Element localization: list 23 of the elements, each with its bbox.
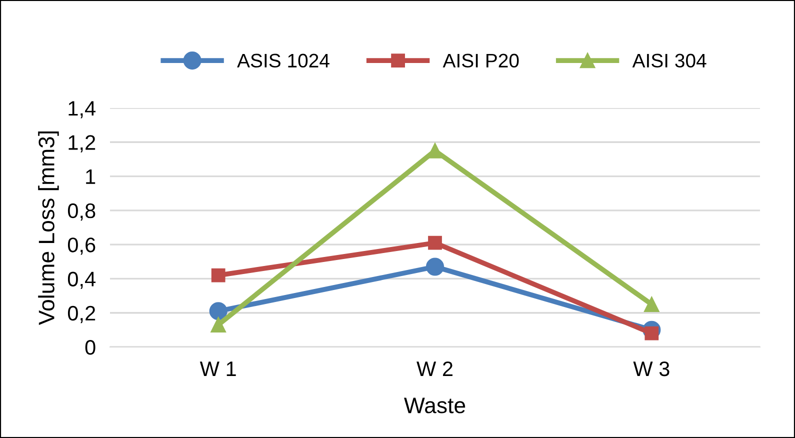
y-tick-label: 1,2 — [68, 135, 96, 152]
point — [427, 143, 443, 158]
point — [428, 236, 442, 250]
x-tick-label: W 3 — [633, 361, 670, 376]
x-axis-title: Waste — [404, 398, 466, 414]
y-tick-label: 1 — [86, 170, 96, 184]
y-tick-label: 0,6 — [68, 238, 96, 255]
y-tick-label: 0 — [85, 340, 96, 355]
y-tick-label: 0,2 — [68, 306, 96, 324]
point — [211, 268, 226, 282]
point — [209, 302, 228, 320]
point — [210, 317, 226, 332]
x-tick-label: W 1 — [200, 362, 236, 376]
legend-label: AISI P20 — [442, 54, 519, 68]
y-tick-label: 0,4 — [68, 272, 96, 289]
legend-label: AISI 304 — [632, 54, 706, 68]
point — [644, 296, 660, 312]
x-tick-label: W 2 — [416, 361, 452, 376]
legend-label: ASIS 1024 — [237, 54, 330, 68]
point — [426, 258, 444, 276]
y-axis-title: Volume Loss [mm3] — [38, 132, 59, 325]
y-tick-label: 0,8 — [68, 203, 96, 221]
y-tick-label: 1,4 — [68, 101, 96, 118]
